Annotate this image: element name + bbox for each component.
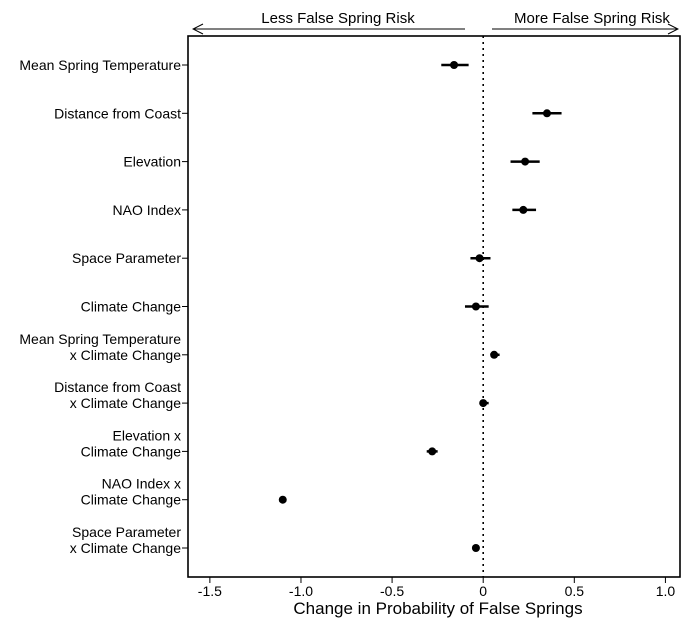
category-label: x Climate Change xyxy=(70,540,181,556)
estimate-point xyxy=(479,399,488,408)
y-axis-ticks xyxy=(182,64,188,549)
x-tick-label: -1.5 xyxy=(198,583,222,599)
category-label: Climate Change xyxy=(81,492,182,508)
more-risk-label: More False Spring Risk xyxy=(514,10,670,27)
estimate-point xyxy=(471,302,480,311)
category-label: Distance from Coast xyxy=(54,379,181,395)
category-label: NAO Index xyxy=(113,202,181,218)
category-label: Distance from Coast xyxy=(54,105,181,121)
estimate-point xyxy=(542,109,551,118)
estimate-points xyxy=(278,61,551,552)
estimate-point xyxy=(519,205,528,214)
category-label: Elevation xyxy=(123,154,181,170)
plot-frame xyxy=(187,35,681,578)
x-axis-tick-labels: -1.5 -1.0 -0.5 0 0.5 1.0 xyxy=(198,583,676,599)
estimate-point xyxy=(428,447,437,456)
less-risk-label: Less False Spring Risk xyxy=(261,10,415,27)
category-label: Mean Spring Temperature xyxy=(19,57,181,73)
y-axis-labels: Mean Spring Temperature Distance from Coa… xyxy=(19,57,181,556)
category-label: NAO Index x xyxy=(102,476,181,492)
x-tick-label: 0 xyxy=(479,583,487,599)
estimate-point xyxy=(450,61,459,69)
category-label: Climate Change xyxy=(81,443,182,459)
x-tick-label: -0.5 xyxy=(380,583,404,599)
category-label: x Climate Change xyxy=(70,395,181,411)
x-axis-ticks xyxy=(209,577,666,583)
estimate-point xyxy=(521,157,530,166)
x-axis-title: Change in Probability of False Springs xyxy=(293,599,582,618)
category-label: Climate Change xyxy=(81,299,182,315)
estimate-point xyxy=(475,254,484,263)
estimate-point xyxy=(278,495,287,504)
error-bars xyxy=(279,63,562,550)
x-tick-label: 0.5 xyxy=(565,583,585,599)
estimate-point xyxy=(471,544,480,552)
category-label: Elevation x xyxy=(113,427,181,443)
estimate-point xyxy=(490,350,499,359)
x-tick-label: -1.0 xyxy=(289,583,313,599)
category-label: Space Parameter xyxy=(72,250,181,266)
category-label: Mean Spring Temperature xyxy=(19,331,181,347)
x-tick-label: 1.0 xyxy=(656,583,676,599)
category-label: x Climate Change xyxy=(70,347,181,363)
category-label: Space Parameter xyxy=(72,524,181,540)
